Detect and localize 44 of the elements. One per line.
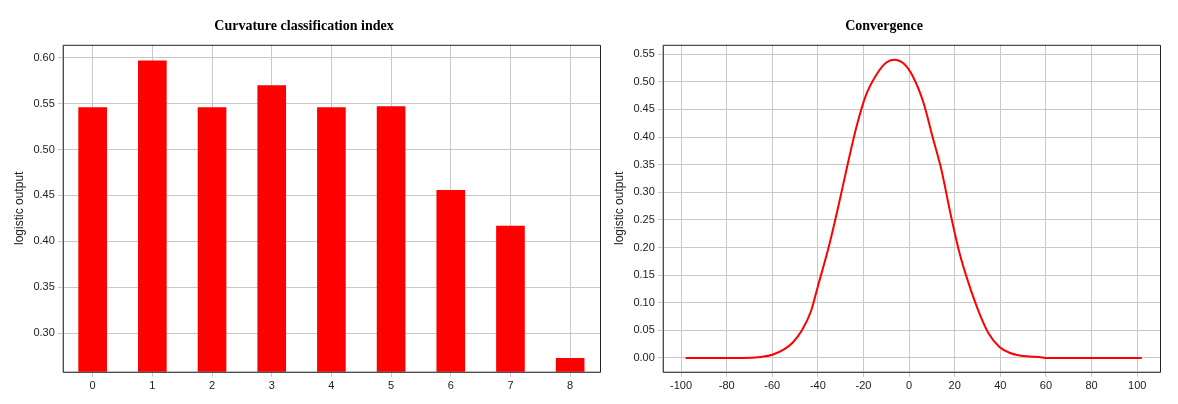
y-tick-label: 0.05 (633, 323, 655, 336)
x-tick-label: -20 (855, 379, 872, 392)
y-tick-label: 0.35 (33, 280, 55, 293)
x-tick-label: 40 (994, 379, 1007, 392)
x-tick-label: 0 (89, 379, 96, 392)
x-tick-label: 80 (1085, 379, 1098, 392)
x-tick-label: 6 (447, 379, 454, 392)
x-tick-label: 2 (208, 379, 216, 392)
x-tick-label: 1 (149, 379, 156, 392)
y-axis-title: logistic output (611, 170, 626, 245)
y-tick-label: 0.60 (33, 50, 55, 63)
y-tick-label: 0.55 (33, 96, 55, 109)
x-tick-label: 5 (388, 379, 395, 392)
line-series (684, 58, 1143, 359)
y-tick-label: 0.45 (33, 188, 55, 201)
y-tick-label: 0.15 (633, 268, 655, 281)
x-tick-label: -40 (809, 379, 826, 392)
y-tick-label: 0.00 (633, 351, 655, 364)
y-tick-label: 0.50 (633, 74, 655, 87)
y-tick-label: 0.40 (633, 130, 655, 143)
y-tick-label: 0.55 (633, 47, 655, 60)
y-tick-label: 0.50 (33, 142, 55, 155)
x-tick-label: -100 (670, 379, 693, 392)
x-tick-label: 100 (1128, 379, 1147, 392)
y-tick-label: 0.45 (633, 102, 655, 115)
x-tick-label: 7 (507, 379, 514, 392)
y-tick-label: 0.30 (633, 185, 655, 198)
chart-title: Curvature classification index (214, 18, 394, 34)
x-tick-label: -60 (764, 379, 781, 392)
y-axis-title: logistic output (11, 170, 26, 245)
y-tick-label: 0.25 (633, 212, 655, 225)
x-tick-label: 20 (948, 379, 961, 392)
x-tick-label: 0 (906, 379, 913, 392)
chart-title: Convergence (845, 18, 923, 34)
y-tick-label: 0.35 (633, 157, 655, 170)
y-tick-label: 0.40 (33, 234, 55, 247)
y-tick-label: 0.10 (633, 295, 655, 308)
x-tick-label: 4 (328, 379, 335, 392)
y-tick-label: 0.20 (633, 240, 655, 253)
x-tick-label: 3 (268, 379, 275, 392)
x-tick-label: 60 (1039, 379, 1053, 392)
x-tick-label: 8 (567, 379, 574, 392)
y-tick-label: 0.30 (33, 326, 55, 339)
x-tick-label: -80 (718, 379, 735, 392)
